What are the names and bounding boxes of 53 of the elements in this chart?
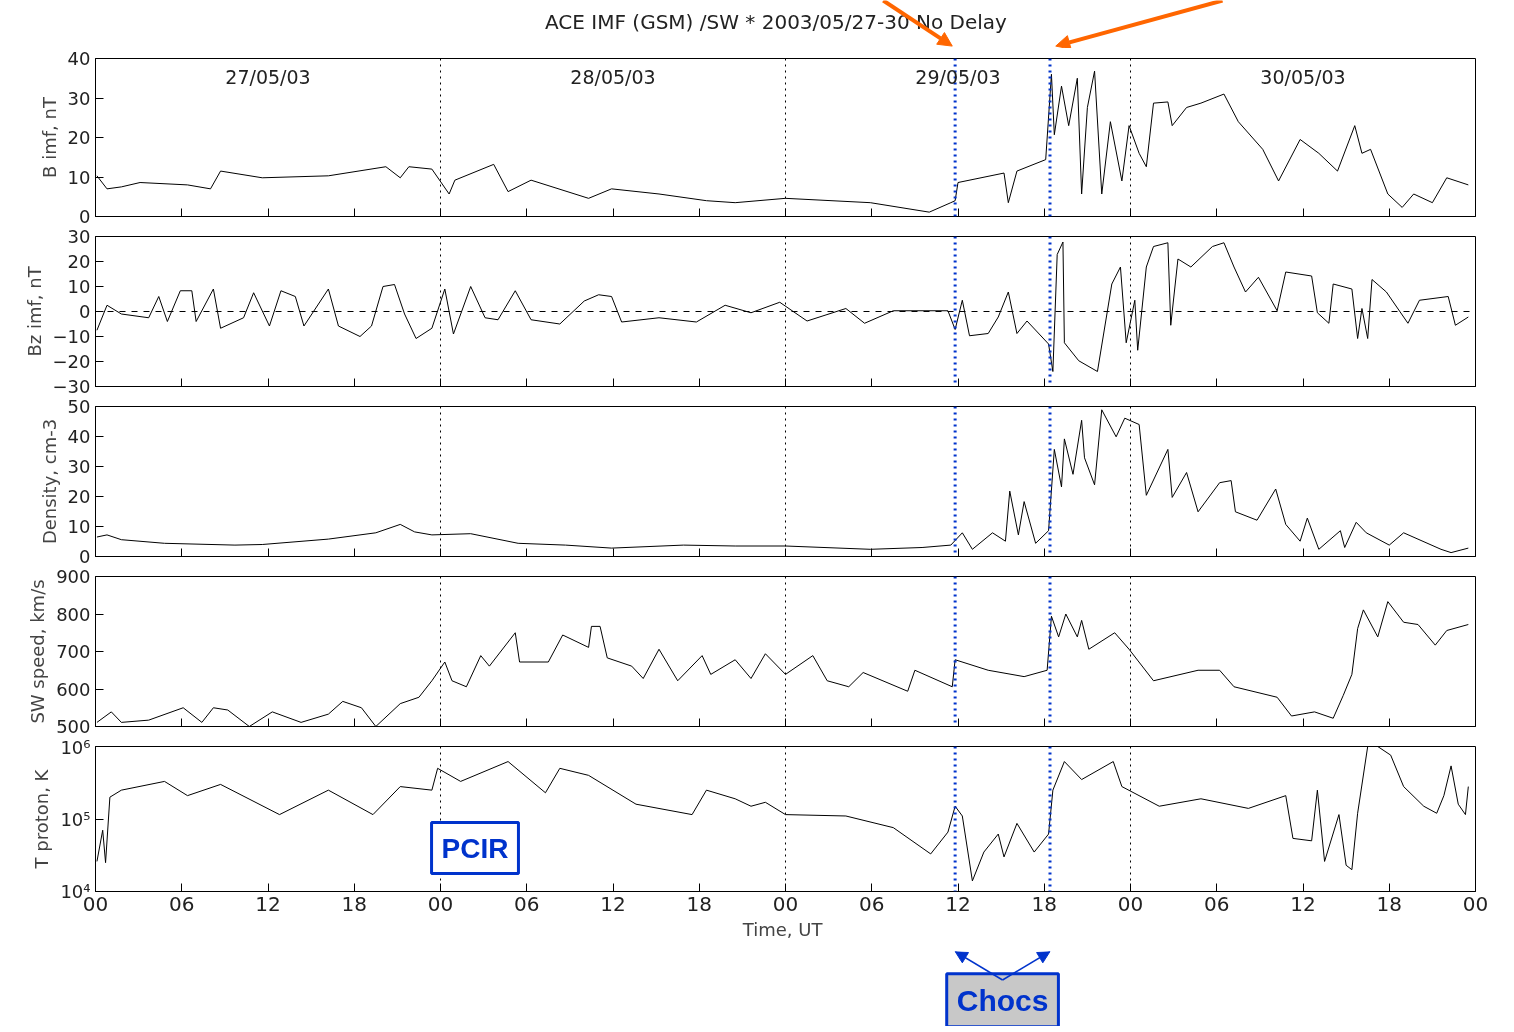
annotation: 29/05/03 xyxy=(915,66,1001,89)
x-tick-label: 00 xyxy=(772,891,799,916)
y-tick-label: −10 xyxy=(52,326,91,347)
y-tick-label: 20 xyxy=(67,127,91,148)
annotation: 27/05/03 xyxy=(225,66,311,89)
x-tick-label: 00 xyxy=(1117,891,1144,916)
annotation: 30/05/03 xyxy=(1260,66,1346,89)
x-tick-label: 00 xyxy=(1462,891,1489,916)
y-tick-label: −30 xyxy=(52,376,91,397)
x-tick-label: 18 xyxy=(341,891,367,916)
y-tick-label: 700 xyxy=(56,641,91,662)
annotation: PCIR xyxy=(441,832,509,864)
x-tick-label: 06 xyxy=(514,891,540,916)
x-tick-label: 18 xyxy=(1376,891,1402,916)
y-axis-title: SW speed, km/s xyxy=(27,579,49,724)
y-tick-label: 900 xyxy=(56,566,91,587)
x-tick-label: 12 xyxy=(255,891,281,916)
y-tick-label: 40 xyxy=(67,48,91,69)
x-tick-label: 00 xyxy=(427,891,454,916)
x-tick-label: 18 xyxy=(1031,891,1057,916)
x-tick-label: 18 xyxy=(686,891,712,916)
y-tick-label: 0 xyxy=(79,301,91,322)
y-tick-label: 20 xyxy=(67,486,91,507)
x-tick-label: 12 xyxy=(1290,891,1316,916)
y-tick-label: 10 xyxy=(67,166,91,188)
y-tick-label: 20 xyxy=(67,251,91,272)
y-tick-label: 0 xyxy=(79,546,91,567)
y-axis-title: T proton, K xyxy=(31,768,53,870)
y-tick-label: 10 xyxy=(67,516,91,537)
y-tick-label: 30 xyxy=(67,87,91,109)
x-tick-label: 06 xyxy=(859,891,885,916)
y-tick-label: 800 xyxy=(56,603,91,625)
x-tick-label: 12 xyxy=(600,891,626,916)
x-axis-title: Time, UT xyxy=(741,918,824,940)
y-tick-label: 30 xyxy=(67,226,91,247)
text: Chocs xyxy=(956,983,1049,1017)
y-tick-label: 10⁶ xyxy=(60,736,91,758)
y-tick-label: 40 xyxy=(67,426,91,447)
y-axis-title: B imf, nT xyxy=(38,96,60,178)
y-tick-label: 0 xyxy=(79,206,91,227)
x-tick-label: 06 xyxy=(169,891,195,916)
y-tick-label: 10⁵ xyxy=(60,808,91,830)
x-tick-label: 06 xyxy=(1204,891,1230,916)
annotation: 28/05/03 xyxy=(570,66,656,89)
y-tick-label: 30 xyxy=(67,456,91,477)
y-axis-title: Bz imf, nT xyxy=(23,265,45,357)
y-axis-title: Density, cm-3 xyxy=(38,418,60,545)
y-tick-label: 500 xyxy=(56,716,91,737)
x-tick-label: 12 xyxy=(945,891,971,916)
y-tick-label: 10 xyxy=(67,276,91,297)
y-tick-label: 50 xyxy=(67,396,91,417)
y-tick-label: 600 xyxy=(56,678,91,700)
y-tick-label: −20 xyxy=(52,351,91,372)
